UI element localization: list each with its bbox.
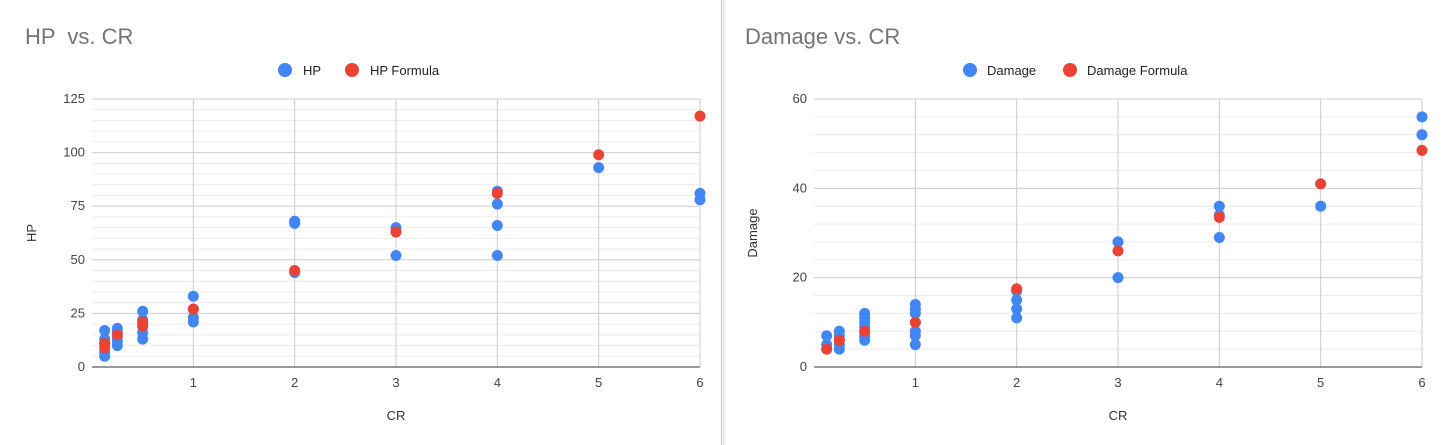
damage-data-point [1112,236,1124,248]
damage-data-point [859,325,871,337]
hp-data-point [491,250,503,262]
hp-chart-svg: 0 25 50 75 100 125 1 2 3 4 5 6 HP vs. CR CR HP HP HP For… [24,24,706,423]
hp-data-point [111,329,123,341]
damage-x-tick-label: 6 [1418,375,1425,390]
damage-data-point [1112,272,1124,284]
hp-y-tick-label: 125 [63,91,85,106]
hp-data-point [390,226,402,238]
damage-data-point [1213,231,1225,243]
damage-legend-marker-0 [963,63,977,77]
damage-chart-title: Damage vs. CR [745,24,900,49]
damage-y-tick-label: 40 [793,180,807,195]
hp-y-axis-label: HP [24,224,39,242]
damage-data-point [833,325,845,337]
hp-data-point [593,162,605,174]
damage-data-point [909,339,921,351]
damage-data-point [1011,312,1023,324]
hp-y-tick-label: 25 [71,305,85,320]
damage-y-tick-label: 60 [793,91,807,106]
hp-x-tick-label: 1 [190,375,197,390]
hp-data-point [694,110,706,122]
hp-data-point [137,305,149,317]
damage-data-point [909,325,921,337]
hp-data-point [187,290,199,302]
hp-data-point [390,250,402,262]
damage-data-point [1112,245,1124,257]
hp-y-tick-label: 100 [63,145,85,160]
hp-data-point [137,316,149,328]
hp-x-axis-label: CR [387,408,406,423]
hp-y-tick-label: 50 [71,252,85,267]
damage-y-tick-label: 20 [793,270,807,285]
damage-gridlines [814,98,1423,367]
damage-chart-panel: 0 20 40 60 1 2 3 4 5 6 Damage vs. CR CR Damage Damage… [723,0,1443,445]
hp-x-tick-label: 6 [696,375,703,390]
damage-x-tick-label: 3 [1114,375,1121,390]
hp-chart-panel: 0 25 50 75 100 125 1 2 3 4 5 6 HP vs. CR CR HP HP HP For… [24,0,722,445]
hp-x-tick-label: 3 [392,375,399,390]
damage-data-point [909,316,921,328]
damage-legend-marker-1 [1063,63,1077,77]
hp-legend-label-0: HP [303,63,321,78]
hp-data-point [491,219,503,231]
hp-x-tick-label: 4 [494,375,501,390]
damage-data-point [1416,144,1428,156]
damage-x-tick-label: 2 [1013,375,1020,390]
hp-legend-label-1: HP Formula [370,63,440,78]
hp-series-0 [99,162,706,362]
damage-x-axis-label: CR [1109,408,1128,423]
damage-y-axis-label: Damage [745,208,760,257]
damage-legend-label-1: Damage Formula [1087,63,1188,78]
hp-y-tick-label: 75 [71,198,85,213]
damage-x-tick-label: 1 [912,375,919,390]
damage-data-point [859,307,871,319]
hp-legend-marker-1 [345,63,359,77]
hp-data-point [187,312,199,324]
hp-data-point [593,149,605,161]
damage-data-point [1213,211,1225,223]
damage-data-point [1213,200,1225,212]
damage-x-tick-label: 5 [1317,375,1324,390]
damage-data-point [1315,178,1327,190]
damage-chart-svg: 0 20 40 60 1 2 3 4 5 6 Damage vs. CR CR Damage Damage… [745,24,1428,423]
damage-data-point [1315,200,1327,212]
damage-data-point [821,343,833,355]
hp-data-point [491,198,503,210]
damage-data-point [1011,294,1023,306]
hp-series-1 [99,110,706,354]
hp-data-point [289,265,301,277]
damage-data-point [1416,111,1428,123]
panel-divider [723,0,725,445]
hp-data-point [694,187,706,199]
damage-series-1 [821,144,1428,355]
damage-data-point [833,334,845,346]
hp-data-point [99,337,111,349]
damage-data-point [1011,283,1023,295]
damage-data-point [1416,129,1428,141]
damage-legend-label-0: Damage [987,63,1036,78]
hp-legend-marker-0 [278,63,292,77]
damage-data-point [909,298,921,310]
damage-y-tick-label: 0 [800,359,807,374]
damage-x-tick-label: 4 [1216,375,1223,390]
hp-data-point [187,303,199,315]
hp-chart-title: HP vs. CR [25,24,133,49]
hp-data-point [99,325,111,337]
damage-data-point [821,330,833,342]
damage-data-point [1011,303,1023,315]
hp-data-point [491,187,503,199]
hp-x-tick-label: 5 [595,375,602,390]
hp-y-tick-label: 0 [78,359,85,374]
hp-data-point [289,215,301,227]
hp-x-tick-label: 2 [291,375,298,390]
